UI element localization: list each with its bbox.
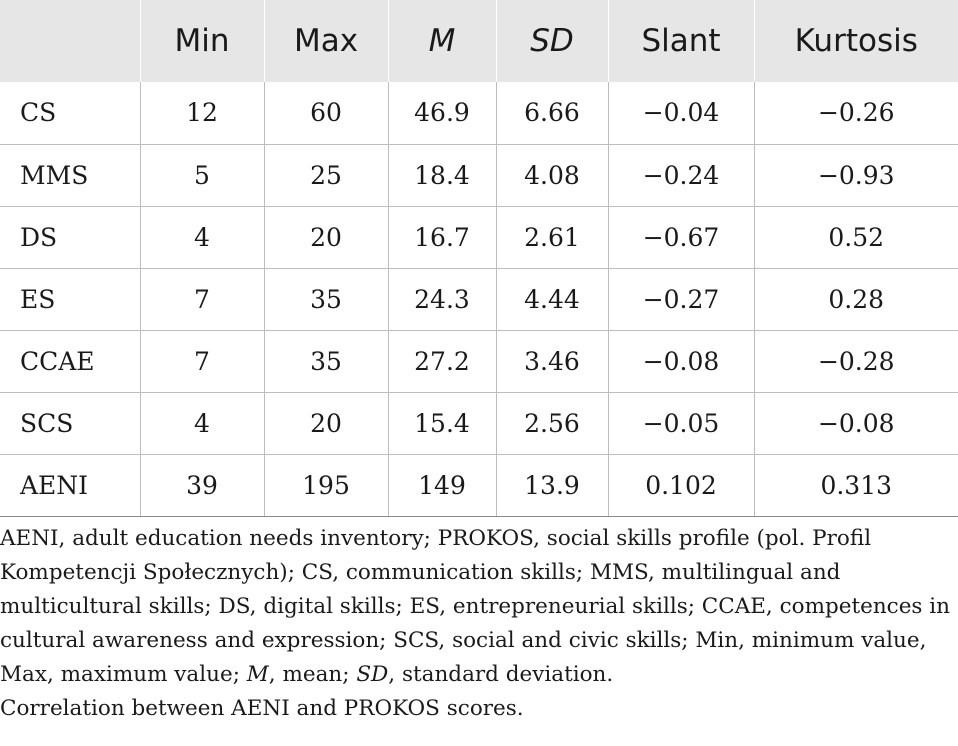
value-cell: 15.4 (387, 392, 496, 455)
header-cell: Slant (607, 0, 754, 82)
table-body: CS 12 60 46.9 6.66 −0.04 −0.26 MMS 5 25 18.4 4.08 −0… (0, 82, 958, 517)
table-row: AENI 39 195 149 13.9 0.102 0.313 (0, 454, 958, 517)
table-row: SCS 4 20 15.4 2.56 −0.05 −0.08 (0, 392, 958, 455)
value-cell: −0.08 (753, 392, 958, 455)
value-cell: −0.05 (607, 392, 754, 455)
value-cell: 12 (139, 82, 264, 145)
value-cell: 4.44 (495, 268, 608, 331)
value-cell: 35 (263, 330, 388, 393)
value-cell: 39 (139, 454, 264, 517)
statistics-table-container: Min Max M SD Slant Kurtosis CS 12 60 46.9 6.66 −0.… (0, 0, 958, 517)
row-label-cell: CCAE (0, 330, 140, 393)
table-row: ES 7 35 24.3 4.44 −0.27 0.28 (0, 268, 958, 331)
value-cell: 0.28 (753, 268, 958, 331)
header-cell: M (387, 0, 496, 82)
mean-abbr: M (246, 662, 269, 687)
value-cell: 2.56 (495, 392, 608, 455)
value-cell: −0.24 (607, 144, 754, 207)
value-cell: 4.08 (495, 144, 608, 207)
value-cell: 25 (263, 144, 388, 207)
header-cell: SD (495, 0, 608, 82)
mean-text: , mean; (268, 662, 357, 687)
abbreviation-text: AENI, adult education needs inventory; P… (0, 526, 951, 687)
value-cell: −0.27 (607, 268, 754, 331)
table-header: Min Max M SD Slant Kurtosis (0, 0, 958, 82)
value-cell: −0.04 (607, 82, 754, 145)
row-label-cell: MMS (0, 144, 140, 207)
value-cell: −0.08 (607, 330, 754, 393)
table-footnotes: AENI, adult education needs inventory; P… (0, 522, 958, 726)
value-cell: 24.3 (387, 268, 496, 331)
header-cell-blank (0, 0, 140, 82)
table-row: CCAE 7 35 27.2 3.46 −0.08 −0.28 (0, 330, 958, 393)
value-cell: 6.66 (495, 82, 608, 145)
value-cell: 20 (263, 392, 388, 455)
header-row: Min Max M SD Slant Kurtosis (0, 0, 958, 82)
sd-text: , standard deviation. (388, 662, 614, 687)
table-row: CS 12 60 46.9 6.66 −0.04 −0.26 (0, 82, 958, 145)
header-cell: Max (263, 0, 388, 82)
value-cell: 0.102 (607, 454, 754, 517)
value-cell: 20 (263, 206, 388, 269)
value-cell: 46.9 (387, 82, 496, 145)
value-cell: 60 (263, 82, 388, 145)
row-label-cell: CS (0, 82, 140, 145)
table-row: DS 4 20 16.7 2.61 −0.67 0.52 (0, 206, 958, 269)
table-caption: Correlation between AENI and PROKOS scor… (0, 696, 524, 721)
value-cell: 0.313 (753, 454, 958, 517)
value-cell: 5 (139, 144, 264, 207)
value-cell: 4 (139, 206, 264, 269)
value-cell: 16.7 (387, 206, 496, 269)
abbreviation-note: AENI, adult education needs inventory; P… (0, 522, 958, 692)
table-row: MMS 5 25 18.4 4.08 −0.24 −0.93 (0, 144, 958, 207)
value-cell: −0.67 (607, 206, 754, 269)
value-cell: 27.2 (387, 330, 496, 393)
value-cell: 195 (263, 454, 388, 517)
row-label-cell: DS (0, 206, 140, 269)
row-label-cell: SCS (0, 392, 140, 455)
value-cell: −0.26 (753, 82, 958, 145)
header-cell: Kurtosis (753, 0, 958, 82)
value-cell: 18.4 (387, 144, 496, 207)
descriptive-statistics-table: Min Max M SD Slant Kurtosis CS 12 60 46.9 6.66 −0.… (0, 0, 958, 517)
row-label-cell: ES (0, 268, 140, 331)
header-cell: Min (139, 0, 264, 82)
value-cell: 4 (139, 392, 264, 455)
value-cell: 2.61 (495, 206, 608, 269)
value-cell: −0.93 (753, 144, 958, 207)
sd-abbr: SD (356, 662, 389, 687)
value-cell: 0.52 (753, 206, 958, 269)
value-cell: 7 (139, 330, 264, 393)
row-label-cell: AENI (0, 454, 140, 517)
value-cell: −0.28 (753, 330, 958, 393)
value-cell: 35 (263, 268, 388, 331)
value-cell: 149 (387, 454, 496, 517)
value-cell: 13.9 (495, 454, 608, 517)
value-cell: 3.46 (495, 330, 608, 393)
value-cell: 7 (139, 268, 264, 331)
